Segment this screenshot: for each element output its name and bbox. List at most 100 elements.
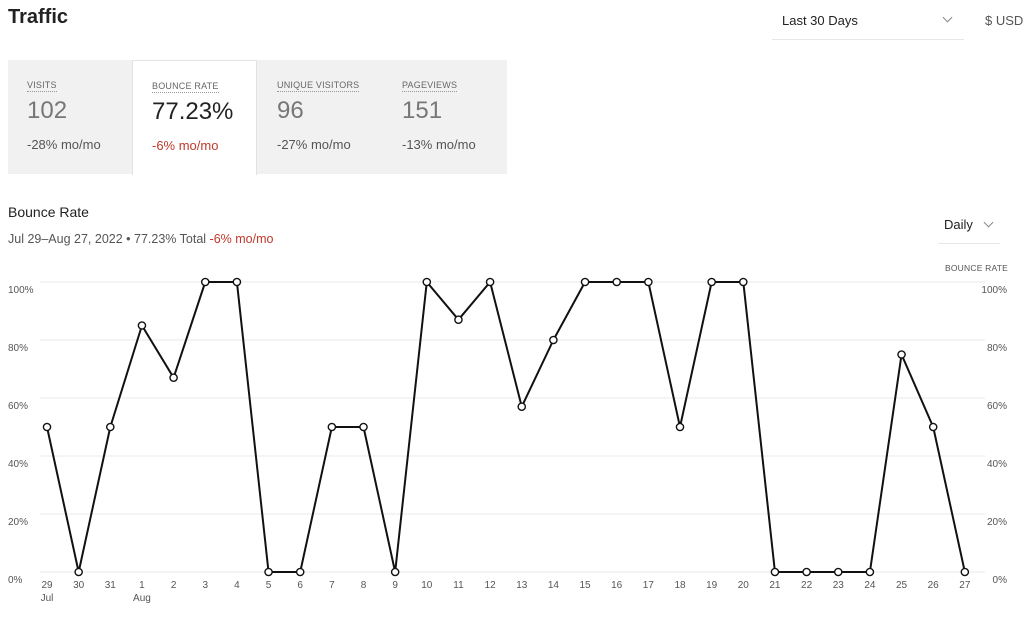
data-point — [232, 277, 242, 287]
data-point — [580, 277, 590, 287]
stat-change: -28% mo/mo — [27, 137, 101, 152]
data-point — [74, 567, 83, 577]
x-tick-label: 19 — [706, 580, 718, 591]
x-tick-label: 11 — [453, 580, 464, 591]
x-tick-label: 1 — [139, 580, 145, 591]
date-range-label: Last 30 Days — [782, 13, 858, 28]
data-point — [390, 567, 400, 577]
data-point — [485, 277, 495, 287]
data-point — [422, 277, 432, 287]
page-title: Traffic — [8, 6, 69, 28]
stat-value: 96 — [277, 97, 304, 124]
stat-unique-visitors[interactable]: UNIQUE VISITORS 96 -27% mo/mo — [258, 60, 383, 174]
x-tick-label: 25 — [896, 580, 908, 591]
x-tick-label: 30 — [73, 580, 85, 591]
x-tick-label: 13 — [516, 580, 528, 591]
stat-visits[interactable]: VISITS 102 -28% mo/mo — [8, 60, 133, 174]
stats-panel: VISITS 102 -28% mo/mo BOUNCE RATE 77.23%… — [8, 60, 508, 175]
chart-subtitle: Jul 29–Aug 27, 2022 • 77.23% Total -6% m… — [8, 232, 273, 246]
x-tick-label: 8 — [361, 580, 367, 591]
x-tick-label: 23 — [833, 580, 845, 591]
data-point — [675, 422, 685, 432]
data-point — [295, 567, 305, 577]
y-tick-label-left: 100% — [8, 285, 34, 296]
data-point — [833, 567, 843, 577]
stat-change: -6% mo/mo — [152, 138, 219, 153]
bounce-rate-chart: 0% 0%20% 20%40% 40%60% 60%80% 80%100% 100%29Ju… — [8, 277, 1008, 604]
data-point — [137, 321, 147, 330]
x-tick-label: 20 — [738, 580, 750, 591]
x-tick-label: 29 — [41, 580, 53, 591]
chart-subtitle-text: Jul 29–Aug 27, 2022 • 77.23% Total — [8, 232, 210, 246]
x-tick-label: 2 — [171, 580, 177, 591]
y-tick-label-right: 80% — [987, 343, 1007, 354]
x-tick-label: 22 — [801, 580, 813, 591]
x-month-label: Aug — [133, 593, 151, 604]
x-tick-label: 4 — [234, 580, 240, 591]
data-point — [739, 277, 748, 287]
y-tick-label-left: 40% — [8, 459, 28, 470]
data-point — [802, 567, 811, 577]
stat-value: 102 — [27, 97, 68, 124]
x-tick-label: 7 — [329, 580, 335, 591]
data-point — [169, 373, 178, 382]
y-tick-label-right: 60% — [987, 401, 1007, 412]
x-tick-label: 10 — [421, 580, 433, 591]
stat-pageviews[interactable]: PAGEVIEWS 151 -13% mo/mo — [383, 60, 508, 174]
data-point — [264, 567, 273, 577]
data-point — [200, 277, 210, 287]
x-tick-label: 21 — [769, 580, 781, 591]
data-point — [928, 422, 938, 432]
x-tick-label: 16 — [611, 580, 623, 591]
data-point — [327, 422, 337, 432]
stat-label: UNIQUE VISITORS — [277, 80, 360, 92]
data-point — [707, 277, 716, 287]
x-tick-label: 17 — [643, 580, 655, 591]
x-tick-label: 6 — [297, 580, 303, 591]
data-point — [549, 335, 558, 345]
x-tick-label: 27 — [959, 580, 971, 591]
right-axis-title: BOUNCE RATE — [945, 263, 1008, 273]
x-tick-label: 9 — [392, 580, 398, 591]
y-tick-label-right: 100% — [981, 285, 1007, 296]
data-point — [517, 402, 527, 411]
x-tick-label: 14 — [548, 580, 560, 591]
data-point — [454, 315, 463, 325]
series-line — [46, 281, 966, 573]
data-point — [612, 277, 622, 287]
chart-subtitle-change: -6% mo/mo — [209, 232, 274, 246]
data-point — [865, 567, 875, 577]
x-tick-label: 24 — [864, 580, 876, 591]
x-tick-label: 31 — [105, 580, 117, 591]
currency-selector[interactable]: $ USD — [985, 13, 1024, 28]
interval-label: Daily — [944, 217, 973, 232]
y-tick-label-left: 0% — [8, 575, 23, 586]
stat-change: -27% mo/mo — [277, 137, 351, 152]
stat-label: BOUNCE RATE — [152, 81, 219, 93]
y-tick-label-left: 20% — [8, 517, 28, 528]
y-tick-label-left: 80% — [8, 343, 28, 354]
interval-select[interactable]: Daily — [938, 206, 1000, 244]
y-tick-label-right: 40% — [987, 459, 1007, 470]
stat-label: PAGEVIEWS — [402, 80, 458, 92]
chevron-down-icon — [942, 12, 953, 23]
stat-value: 77.23% — [152, 98, 234, 125]
stat-bounce-rate[interactable]: BOUNCE RATE 77.23% -6% mo/mo — [132, 60, 257, 175]
data-point — [897, 350, 906, 359]
stat-value: 151 — [402, 97, 443, 124]
x-tick-label: 15 — [579, 580, 591, 591]
data-point — [106, 422, 115, 432]
data-point — [359, 422, 368, 432]
chart-title: Bounce Rate — [8, 204, 89, 220]
x-tick-label: 18 — [674, 580, 686, 591]
y-tick-label-right: 0% — [993, 575, 1008, 586]
x-tick-label: 5 — [266, 580, 272, 591]
x-tick-label: 12 — [485, 580, 497, 591]
x-tick-label: 26 — [928, 580, 940, 591]
stat-change: -13% mo/mo — [402, 137, 476, 152]
stat-label: VISITS — [27, 80, 57, 92]
date-range-select[interactable]: Last 30 Days — [772, 0, 964, 40]
y-tick-label-right: 20% — [987, 517, 1007, 528]
chevron-down-icon — [983, 217, 994, 228]
y-tick-label-left: 60% — [8, 401, 28, 412]
